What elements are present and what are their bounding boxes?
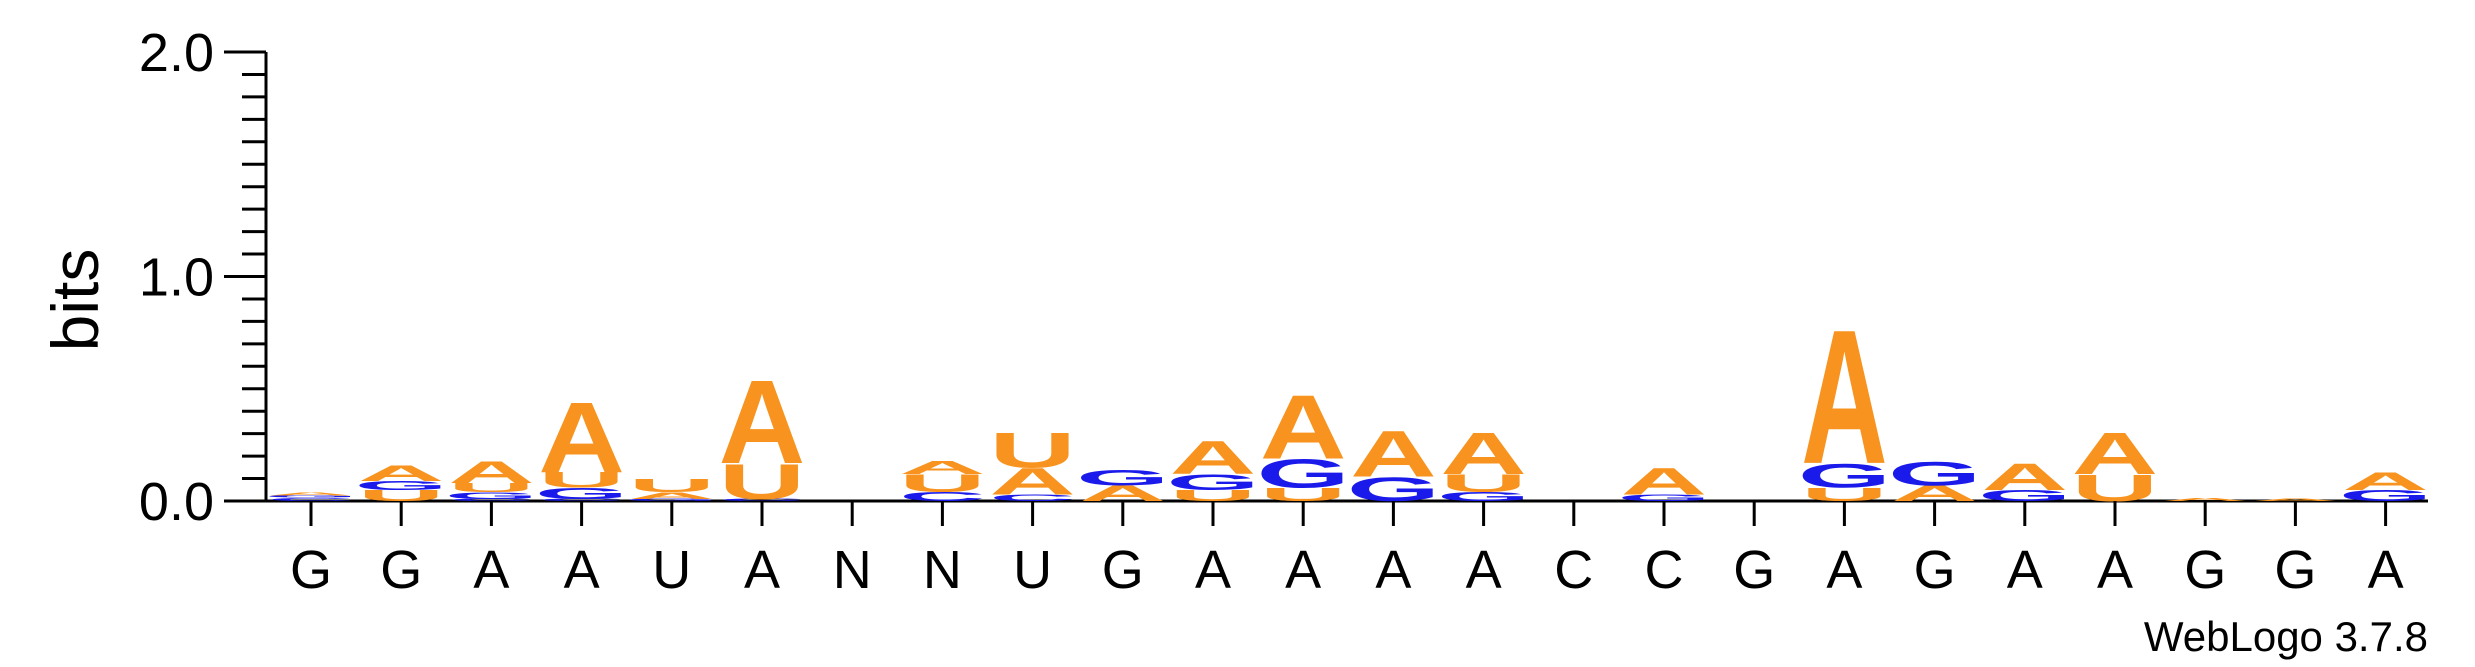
x-tick-label: A <box>1466 540 1502 600</box>
x-tick-label: A <box>564 540 600 600</box>
logo-letter-a: A <box>538 382 625 494</box>
logo-letter-u: U <box>719 454 806 510</box>
x-tick-label: N <box>923 540 962 600</box>
logo-letter-a: A <box>1621 460 1708 502</box>
x-tick-label: A <box>1285 540 1321 600</box>
logo-letter-c: C <box>719 498 806 502</box>
logo-letter-a: A <box>2072 421 2159 488</box>
x-tick-label: N <box>833 540 872 600</box>
logo-letter-g: G <box>1166 470 1259 494</box>
logo-letter-g: G <box>625 498 718 502</box>
x-tick-label: A <box>1375 540 1411 600</box>
x-tick-label: A <box>2097 540 2133 600</box>
logo-letter-a: A <box>1170 432 1257 484</box>
logo-letter-a: A <box>2252 498 2339 502</box>
logo-letter-g: G <box>1437 490 1530 504</box>
logo-letter-g: G <box>1617 493 1710 504</box>
x-tick-label: U <box>1013 540 1052 600</box>
logo-letter-g: G <box>355 479 448 493</box>
x-tick-label: G <box>2184 540 2226 600</box>
logo-letter-c: C <box>989 493 1076 504</box>
y-tick-label: 2.0 <box>139 23 214 83</box>
logo-letter-u: U <box>989 423 1076 479</box>
logo-letter-g: G <box>1888 454 1981 493</box>
x-tick-label: A <box>1826 540 1862 600</box>
logo-letter-a: A <box>2162 497 2249 502</box>
logo-letter-g: G <box>2339 487 2432 504</box>
x-tick-label: G <box>1914 540 1956 600</box>
logo-letter-c: C <box>538 498 625 502</box>
x-tick-label: A <box>1195 540 1231 600</box>
logo-letter-u: U <box>628 475 715 496</box>
weblogo-credit: WebLogo 3.7.8 <box>2144 613 2428 660</box>
logo-letter-a: A <box>2342 467 2429 495</box>
logo-letter-u: U <box>1440 470 1527 498</box>
x-tick-label: C <box>1554 540 1593 600</box>
logo-letter-a: A <box>448 455 535 490</box>
logo-letter-a: A <box>1260 376 1347 478</box>
logo-letter-g: G <box>445 490 538 501</box>
x-tick-label: U <box>652 540 691 600</box>
logo-letter-g: G <box>1257 451 1350 496</box>
y-axis-title: bits <box>38 249 112 352</box>
x-tick-label: G <box>290 540 332 600</box>
logo-letter-a: A <box>628 490 715 501</box>
logo-letter-a: A <box>1350 416 1437 490</box>
logo-letter-u: U <box>1170 487 1257 504</box>
logo-letter-g: G <box>1978 487 2071 504</box>
logo-letter-u: U <box>358 487 445 504</box>
x-tick-label: G <box>1733 540 1775 600</box>
x-tick-label: A <box>2368 540 2404 600</box>
logo-letter-c: C <box>268 497 355 502</box>
y-tick-label: 0.0 <box>139 472 214 532</box>
x-tick-label: C <box>1645 540 1684 600</box>
logo-letter-a: A <box>719 356 806 489</box>
logo-letter-a: A <box>989 460 1076 502</box>
logo-letter-g: G <box>535 485 628 502</box>
x-tick-label: A <box>2007 540 2043 600</box>
logo-letter-a: A <box>1801 289 1888 503</box>
x-tick-label: G <box>1102 540 1144 600</box>
logo-letter-a: A <box>1981 456 2068 498</box>
x-tick-label: G <box>2274 540 2316 600</box>
logo-letter-c: C <box>448 498 535 502</box>
y-tick-label: 1.0 <box>139 248 214 308</box>
logo-letter-g: G <box>264 495 357 499</box>
logo-letter-g: G <box>1076 466 1169 490</box>
x-tick-label: A <box>744 540 780 600</box>
x-tick-label: G <box>380 540 422 600</box>
logo-letter-u: U <box>538 468 625 492</box>
logo-letter-a: A <box>1440 421 1527 488</box>
logo-letter-u: U <box>1260 484 1347 505</box>
logo-letter-c: C <box>899 490 986 504</box>
logo-letter-g: G <box>1798 456 1891 495</box>
logo-letter-a: A <box>899 457 986 478</box>
x-tick-label: A <box>473 540 509 600</box>
logo-letter-u: U <box>1801 484 1888 505</box>
logo-letter-a: A <box>358 461 445 485</box>
logo-letter-a: A <box>268 491 355 496</box>
logo-letter-u: U <box>448 481 535 495</box>
logo-letter-u: U <box>899 470 986 498</box>
